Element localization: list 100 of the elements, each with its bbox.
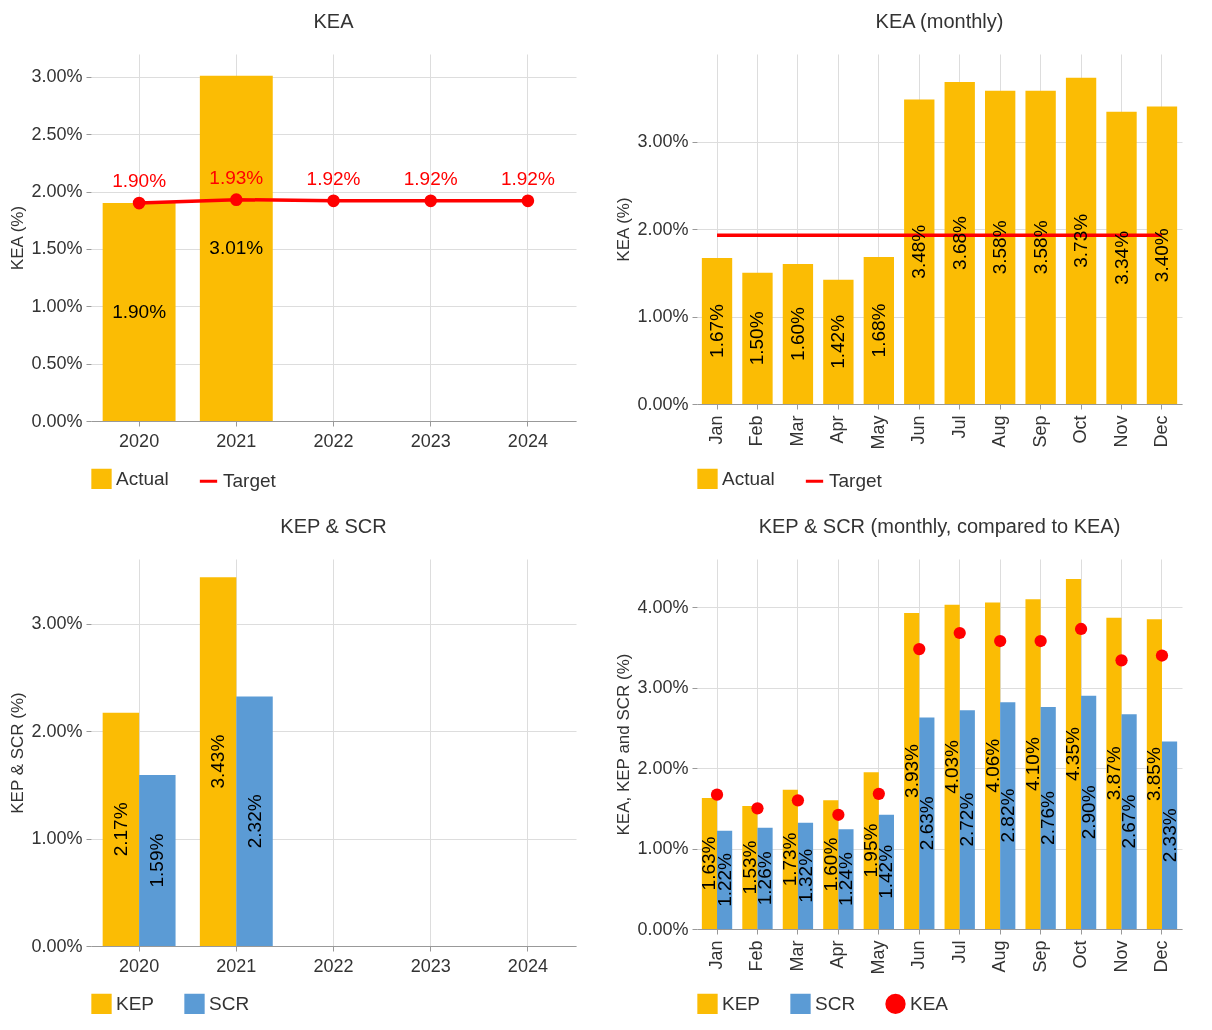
data-label: 2.33% (1158, 808, 1180, 863)
x-tick-label: Jun (908, 415, 929, 445)
point (1074, 622, 1088, 636)
data-label: 4.35% (1062, 727, 1084, 781)
x-tick-label: Jan (706, 940, 727, 970)
point (953, 626, 966, 640)
x-tick-label: Apr (827, 415, 848, 444)
point (1115, 654, 1128, 667)
data-label: 3.58% (1029, 220, 1051, 275)
legend-label: Actual (116, 467, 169, 489)
bar (236, 696, 273, 946)
bar (102, 712, 140, 946)
data-label: 3.48% (908, 224, 930, 279)
bar (904, 99, 935, 404)
x-tick-label: 2020 (119, 955, 160, 976)
data-label: 1.90% (112, 170, 167, 192)
data-label: 1.50% (746, 311, 768, 366)
chart-title: KEA (313, 10, 355, 32)
bar (742, 272, 773, 404)
data-label: 3.58% (989, 220, 1011, 275)
y-tick-label: 1.50% (31, 238, 83, 259)
legend-label: Target (223, 470, 277, 492)
data-label: 2.72% (956, 792, 978, 847)
data-label: 3.73% (1070, 213, 1092, 268)
legend-label: SCR (815, 992, 856, 1014)
bar (1025, 90, 1056, 404)
y-axis-title: KEP & SCR (%) (8, 692, 28, 814)
x-tick-label: Dec (1150, 415, 1171, 448)
y-tick-label: 2.00% (637, 218, 689, 239)
x-tick-label: 2022 (313, 430, 354, 451)
bar (1025, 599, 1041, 929)
x-tick-label: 2022 (313, 955, 354, 976)
point (1155, 649, 1169, 662)
legend-label: Target (829, 470, 883, 492)
y-tick-label: 2.00% (31, 720, 83, 741)
x-tick-label: Jul (948, 940, 969, 964)
y-axis-title: KEA (%) (614, 197, 634, 262)
x-tick-label: Jul (948, 415, 969, 439)
y-tick-label: 1.00% (637, 838, 689, 859)
point (872, 787, 885, 800)
point (751, 802, 764, 815)
x-tick-label: Oct (1070, 415, 1091, 444)
legend-label: Actual (722, 467, 775, 489)
chart-title: KEA (monthly) (875, 10, 1004, 32)
y-tick-label: 1.00% (31, 828, 83, 848)
x-tick-label: Oct (1070, 940, 1091, 969)
x-tick-label: 2021 (216, 430, 257, 451)
data-label: 2.63% (915, 796, 937, 851)
data-label: 2.17% (109, 802, 131, 857)
y-tick-label: 2.00% (31, 181, 83, 202)
data-label: 1.67% (706, 303, 728, 358)
data-label: 3.85% (1143, 747, 1165, 802)
bar (1146, 619, 1162, 929)
data-label: 4.10% (1022, 737, 1044, 792)
chart-title: KEP & SCR (280, 515, 387, 537)
x-tick-label: Sep (1029, 940, 1050, 973)
y-tick-label: 0.00% (637, 918, 689, 939)
y-tick-label: 0.00% (31, 935, 83, 956)
chart-title: KEP & SCR (monthly, compared to KEA) (758, 515, 1121, 537)
y-tick-label: 2.00% (637, 757, 689, 778)
x-tick-label: Aug (989, 940, 1010, 973)
bar (1065, 579, 1082, 929)
x-tick-label: 2020 (119, 430, 160, 451)
x-tick-label: 2024 (507, 430, 548, 451)
point (791, 794, 805, 807)
data-label: 1.93% (209, 166, 264, 188)
x-tick-label: 2023 (410, 955, 451, 976)
data-label: 1.92% (500, 167, 555, 189)
data-label: 2.90% (1077, 785, 1099, 840)
bar (1106, 111, 1137, 404)
x-tick-label: 2021 (216, 955, 257, 976)
data-label: 3.68% (948, 215, 970, 270)
x-tick-label: Mar (786, 415, 807, 447)
data-label: 2.76% (1037, 790, 1059, 845)
bar (985, 90, 1016, 404)
y-tick-label: 1.00% (31, 295, 83, 316)
data-label: 1.92% (306, 167, 361, 189)
legend-label: KEA (910, 992, 949, 1014)
data-label: 3.93% (900, 743, 922, 798)
x-tick-label: 2024 (507, 955, 548, 976)
point (913, 642, 926, 656)
bar (1106, 617, 1122, 929)
point (832, 808, 845, 821)
bar (985, 602, 1001, 929)
bar (782, 264, 814, 404)
bar (1146, 106, 1178, 404)
data-label: 1.59% (146, 833, 168, 888)
x-tick-label: 2023 (410, 430, 451, 451)
y-tick-label: 0.00% (637, 393, 689, 414)
x-tick-label: May (867, 415, 888, 450)
bar (701, 257, 733, 404)
data-label: 1.92% (403, 167, 458, 189)
x-tick-label: Sep (1029, 415, 1050, 448)
y-tick-label: 2.50% (31, 123, 83, 144)
y-tick-label: 0.00% (31, 410, 83, 431)
point (994, 634, 1007, 648)
x-tick-label: Nov (1110, 940, 1131, 973)
data-label: 2.32% (243, 794, 265, 849)
point (710, 788, 724, 801)
y-tick-label: 3.00% (31, 613, 83, 633)
